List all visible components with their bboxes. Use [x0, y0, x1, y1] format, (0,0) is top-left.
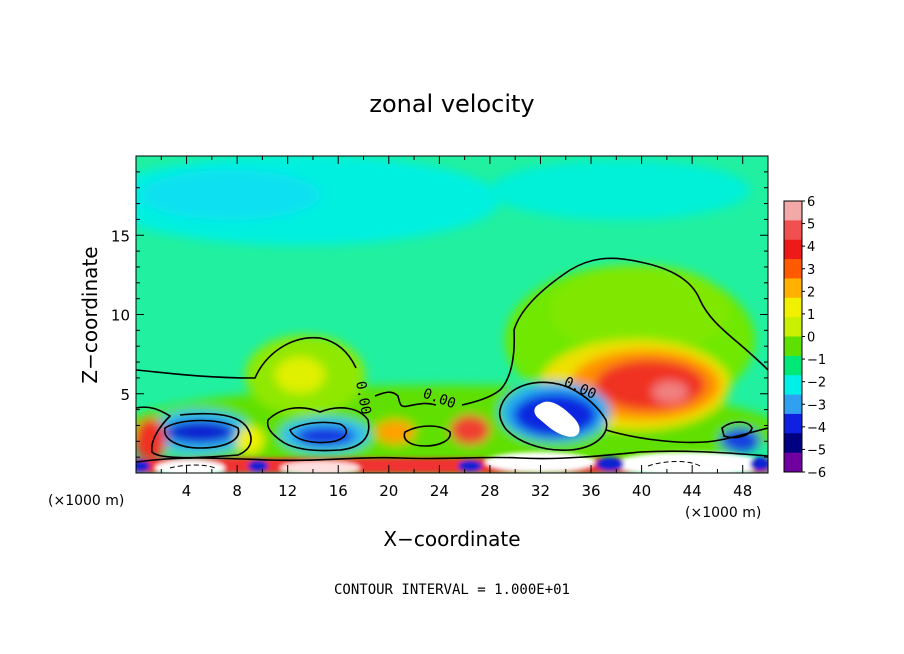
contour-upper-2: [374, 391, 437, 408]
contour-upper-3: [461, 257, 768, 406]
x-tick-label: 16: [329, 482, 348, 500]
x-tick-label: 8: [232, 482, 242, 500]
contour-upper: [136, 336, 357, 379]
colorbar-swatch: [784, 375, 802, 396]
y-axis-ticks: 5 10 15: [111, 171, 768, 458]
surface-blue-e: [750, 457, 768, 471]
y-unit-label: (×1000 m): [48, 493, 124, 509]
dashed-contour-right: [647, 461, 701, 467]
contour-surface: [136, 450, 768, 463]
x-tick-label: 4: [182, 482, 192, 500]
contour-blue-left: [164, 419, 240, 449]
colorbar-swatch: [784, 433, 802, 454]
colorbar-label: 1: [807, 308, 815, 323]
surface-blue-c: [458, 460, 482, 472]
y-tick-label: 15: [111, 227, 130, 245]
colorbar-label: −6: [807, 466, 826, 481]
contour-right-low: [605, 427, 768, 444]
colorbar-swatch: [784, 336, 802, 357]
left-hill-yellow: [275, 357, 325, 393]
x-tick-label: 24: [430, 482, 449, 500]
chart-title: zonal velocity: [369, 90, 534, 118]
colorbar-label: 4: [807, 240, 815, 255]
contour-centre-inner: [289, 421, 348, 444]
colorbar-label: −1: [807, 353, 826, 368]
dashed-contours: [169, 461, 701, 469]
x-unit-label: (×1000 m): [685, 505, 761, 521]
x-tick-label: 28: [480, 482, 499, 500]
surface-orange: [375, 420, 415, 444]
surface-blue-a: [136, 460, 150, 472]
x-axis-label: X−coordinate: [383, 527, 520, 551]
upper-cyan-core: [140, 170, 320, 220]
colorbar-swatch: [784, 220, 802, 241]
colorbar-swatch: [784, 413, 802, 434]
left-blue-negative: [165, 420, 235, 444]
surface-blue-d: [596, 457, 624, 471]
dashed-contour-left: [169, 464, 216, 469]
colorbar-label: −3: [807, 398, 826, 413]
contour-centre: [266, 407, 370, 452]
x-tick-label: 40: [632, 482, 651, 500]
surface-yellow: [236, 426, 264, 454]
colorbar-swatch: [784, 297, 802, 318]
heatmap-field: [136, 156, 768, 473]
right-red: [595, 360, 705, 410]
x-tick-label: 20: [379, 482, 398, 500]
surface-blue-b: [248, 460, 268, 472]
right-red-core: [652, 381, 688, 403]
colorbar-swatch: [784, 317, 802, 337]
colorbar-label: 5: [807, 218, 815, 233]
contour-mid-blue: [498, 381, 608, 451]
white-core-mid: [534, 401, 580, 437]
field-blobs: [136, 156, 768, 473]
y-tick-label: 10: [111, 307, 130, 325]
colorbar-label: −5: [807, 443, 826, 458]
x-tick-label: 36: [581, 482, 600, 500]
surface-white-b: [280, 461, 360, 473]
surface-white-a: [155, 460, 225, 473]
x-tick-label: 48: [733, 482, 752, 500]
contour-label-0: 0.00: [352, 380, 374, 416]
colorbar-swatch: [784, 239, 802, 260]
colorbar-label: 3: [807, 263, 815, 278]
right-upper-cyan: [490, 160, 750, 220]
x-tick-label: 12: [278, 482, 297, 500]
zero-contours: [136, 257, 768, 463]
colorbar-swatch: [784, 278, 802, 299]
surface-blue-right: [720, 428, 760, 452]
colorbar-swatch: [784, 355, 802, 376]
colorbar-label: −4: [807, 421, 826, 436]
contour-interval-note: CONTOUR INTERVAL = 1.000E+01: [334, 582, 570, 598]
colorbar: 6 5 4 3 2 1 0 −1 −2 −3 −4 −5 −6: [783, 195, 826, 481]
contour-mid-small: [403, 425, 451, 447]
colorbar-swatch: [784, 201, 802, 221]
contour-right-small: [721, 421, 753, 439]
colorbar-label: −2: [807, 376, 826, 391]
x-tick-label: 32: [531, 482, 550, 500]
colorbar-swatch: [784, 394, 802, 415]
x-axis-ticks: 4 8 12 16 20 24 28 32 36 40 44 48: [160, 156, 752, 500]
colorbar-label: 6: [807, 195, 815, 210]
x-tick-label: 44: [683, 482, 702, 500]
colorbar-swatch: [784, 452, 802, 473]
right-bump-green2: [550, 265, 730, 355]
colorbar-label: 0: [807, 331, 815, 346]
colorbar-swatch: [784, 259, 802, 279]
surface-red-mid: [450, 415, 490, 445]
colorbar-label: 2: [807, 285, 815, 300]
y-tick-label: 5: [120, 386, 130, 404]
y-axis-label: Z−coordinate: [78, 246, 102, 383]
